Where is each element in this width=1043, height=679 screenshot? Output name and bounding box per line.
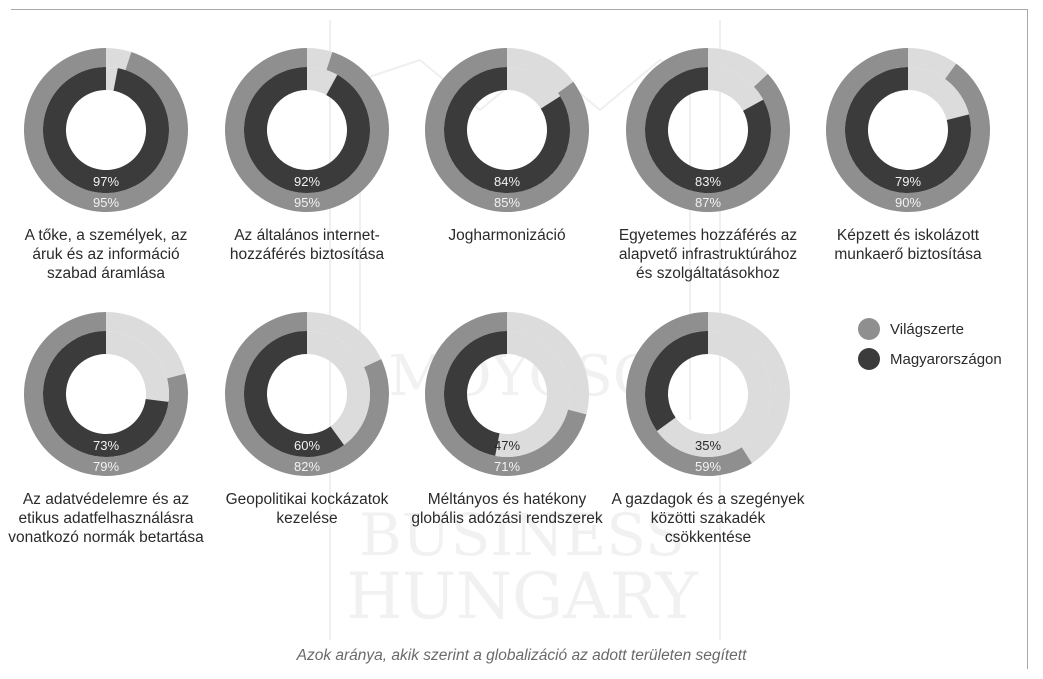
- hungary-value-arc: [444, 67, 570, 193]
- watermark-line-3: HUNGARY: [346, 560, 698, 634]
- hungary-value-label: 79%: [895, 174, 921, 189]
- category-label: A gazdagok és a szegények közötti szakad…: [611, 491, 805, 546]
- category-label: Képzett és iskolázott munkaerő biztosítá…: [834, 227, 982, 263]
- world-value-label: 71%: [494, 459, 520, 474]
- world-value-label: 85%: [494, 195, 520, 210]
- hungary-remainder-arc: [495, 331, 570, 457]
- hungary-value-label: 84%: [494, 174, 520, 189]
- donut-svg: 47%71%: [425, 312, 589, 476]
- hungary-remainder-arc: [708, 67, 764, 111]
- donut-svg: 35%59%: [626, 312, 790, 476]
- world-value-label: 82%: [294, 459, 320, 474]
- legend-swatch-world: [858, 318, 880, 340]
- hungary-remainder-arc: [908, 67, 970, 121]
- chart-caption: Azok aránya, akik szerint a globalizáció…: [296, 647, 747, 664]
- category-label: Az általános internet-hozzáférés biztosí…: [229, 227, 385, 263]
- legend-item-world: Világszerte: [858, 314, 1002, 344]
- category-label: Egyetemes hozzáférés az alapvető infrast…: [618, 227, 798, 282]
- watermark-line-2: BUSINESS: [359, 501, 685, 569]
- category-label: Az adatvédelemre és az etikus adatfelhas…: [8, 491, 204, 546]
- hungary-value-label: 97%: [93, 174, 119, 189]
- hungary-value-label: 83%: [695, 174, 721, 189]
- category-label: A tőke, a személyek, az áruk és az infor…: [24, 227, 188, 282]
- hungary-remainder-arc: [307, 331, 370, 445]
- donut-svg: 79%90%: [826, 48, 990, 212]
- hungary-value-label: 47%: [494, 438, 520, 453]
- donut-svg: 73%79%: [24, 312, 188, 476]
- hungary-value-label: 73%: [93, 438, 119, 453]
- world-value-label: 79%: [93, 459, 119, 474]
- legend-label-world: Világszerte: [890, 320, 964, 338]
- legend-item-hungary: Magyarországon: [858, 344, 1002, 374]
- category-label: Méltányos és hatékony globális adózási r…: [411, 491, 603, 527]
- hungary-value-label: 92%: [294, 174, 320, 189]
- hungary-remainder-arc: [106, 67, 118, 91]
- hungary-value-arc: [645, 67, 771, 193]
- world-remainder-arc: [307, 48, 333, 71]
- hungary-value-label: 35%: [695, 438, 721, 453]
- legend: Világszerte Magyarországon: [858, 314, 1002, 374]
- world-remainder-arc: [708, 48, 768, 87]
- hungary-value-arc: [244, 67, 370, 193]
- world-value-arc: [626, 312, 752, 476]
- hungary-value-arc: [42, 67, 169, 193]
- hungary-remainder-arc: [657, 331, 771, 457]
- world-value-label: 87%: [695, 195, 721, 210]
- hungary-value-label: 60%: [294, 438, 320, 453]
- category-label: Geopolitikai kockázatok kezelése: [225, 491, 389, 527]
- world-value-label: 90%: [895, 195, 921, 210]
- donut-svg: 83%87%: [626, 48, 790, 212]
- category-label: Jogharmonizáció: [448, 227, 566, 244]
- donut-svg: 60%82%: [225, 312, 389, 476]
- hungary-remainder-arc: [507, 67, 561, 109]
- donut-svg: 97%95%: [24, 48, 188, 212]
- world-remainder-arc: [106, 48, 132, 71]
- world-remainder-arc: [106, 312, 186, 379]
- legend-label-hungary: Magyarországon: [890, 350, 1002, 368]
- world-value-label: 95%: [93, 195, 119, 210]
- donut-svg: 92%95%: [225, 48, 389, 212]
- world-value-label: 95%: [294, 195, 320, 210]
- world-remainder-arc: [507, 48, 574, 93]
- world-remainder-arc: [908, 48, 957, 80]
- hungary-value-arc: [645, 331, 708, 432]
- hungary-remainder-arc: [307, 67, 338, 95]
- legend-swatch-hungary: [858, 348, 880, 370]
- hungary-value-arc: [443, 331, 507, 456]
- world-remainder-arc: [708, 312, 790, 464]
- hungary-value-arc: [43, 331, 169, 457]
- hungary-value-arc: [244, 331, 345, 457]
- world-remainder-arc: [307, 312, 382, 368]
- hungary-remainder-arc: [106, 331, 169, 402]
- hungary-value-arc: [845, 67, 971, 193]
- world-value-label: 59%: [695, 459, 721, 474]
- chart-frame: [11, 9, 1028, 669]
- donut-svg: 84%85%: [425, 48, 589, 212]
- world-remainder-arc: [507, 312, 589, 415]
